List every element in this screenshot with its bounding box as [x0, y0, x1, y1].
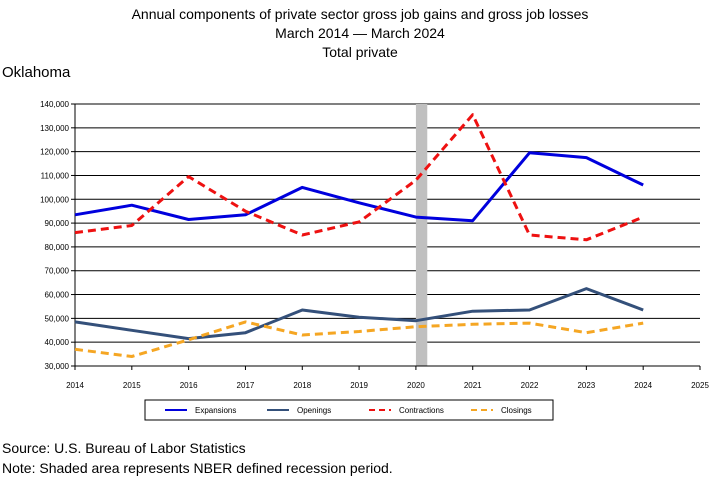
x-tick-label: 2023	[577, 381, 595, 390]
x-tick-label: 2019	[350, 381, 368, 390]
x-tick-label: 2021	[464, 381, 482, 390]
legend-label-expansions: Expansions	[195, 406, 236, 415]
x-tick-label: 2017	[237, 381, 255, 390]
source-note: Source: U.S. Bureau of Labor Statistics	[2, 440, 246, 456]
region-label: Oklahoma	[2, 64, 71, 81]
x-tick-label: 2016	[180, 381, 198, 390]
y-tick-label: 130,000	[40, 124, 69, 133]
chart-date-range: March 2014 — March 2024	[275, 25, 445, 41]
y-tick-label: 60,000	[45, 291, 70, 300]
y-tick-label: 100,000	[40, 195, 69, 204]
x-tick-label: 2025	[691, 381, 709, 390]
x-tick-label: 2020	[407, 381, 425, 390]
legend-label-contractions: Contractions	[399, 406, 444, 415]
chart-title: Annual components of private sector gros…	[131, 6, 589, 22]
y-tick-label: 90,000	[45, 219, 70, 228]
y-tick-label: 50,000	[45, 314, 70, 323]
legend-label-closings: Closings	[501, 406, 532, 415]
y-tick-label: 40,000	[45, 338, 70, 347]
legend-label-openings: Openings	[297, 406, 331, 415]
x-tick-label: 2014	[66, 381, 84, 390]
legend-box	[144, 399, 554, 421]
y-tick-label: 80,000	[45, 243, 70, 252]
series-line-closings	[74, 320, 644, 358]
series-line-openings	[74, 287, 644, 341]
recession-shading	[415, 104, 428, 366]
x-tick-label: 2024	[634, 381, 652, 390]
recession-note: Note: Shaded area represents NBER define…	[2, 460, 393, 476]
y-tick-label: 30,000	[45, 362, 70, 371]
y-tick-label: 140,000	[40, 100, 69, 109]
x-tick-label: 2018	[293, 381, 311, 390]
series-line-contractions	[74, 113, 644, 242]
chart-title-block: Annual components of private sector gros…	[0, 5, 720, 62]
line-chart: 30,000 40,000 50,000 60,000 70,000 80,000 90,0…	[40, 100, 709, 421]
chart-subtitle: Total private	[322, 44, 398, 60]
y-tick-label: 110,000	[41, 171, 70, 180]
x-tick-label: 2022	[521, 381, 539, 390]
series-line-expansions	[74, 151, 644, 223]
y-tick-label: 120,000	[40, 148, 69, 157]
y-tick-label: 70,000	[45, 267, 70, 276]
x-tick-label: 2015	[123, 381, 141, 390]
